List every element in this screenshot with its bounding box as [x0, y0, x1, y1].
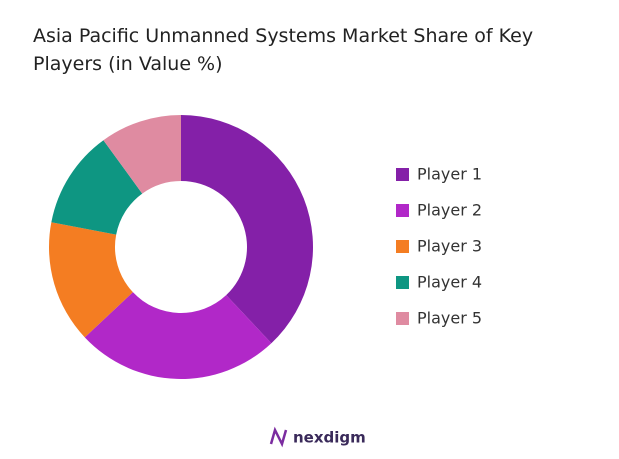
legend-label: Player 3	[417, 237, 482, 256]
legend-label: Player 4	[417, 273, 482, 292]
legend-label: Player 2	[417, 201, 482, 220]
donut-slice	[48, 222, 133, 338]
legend-label: Player 1	[417, 165, 482, 184]
legend-swatch	[396, 312, 409, 325]
legend-swatch	[396, 240, 409, 253]
logo: nexdigm	[269, 426, 366, 448]
legend-swatch	[396, 168, 409, 181]
legend-swatch	[396, 276, 409, 289]
logo-text: nexdigm	[293, 429, 366, 447]
donut-slice	[181, 115, 313, 344]
donut-slice	[51, 140, 143, 235]
donut-slice	[103, 115, 181, 194]
legend-label: Player 5	[417, 309, 482, 328]
legend-swatch	[396, 204, 409, 217]
logo-mark	[269, 426, 288, 448]
donut-slice	[84, 292, 272, 380]
chart-title: Asia Pacific Unmanned Systems Market Sha…	[33, 25, 534, 75]
